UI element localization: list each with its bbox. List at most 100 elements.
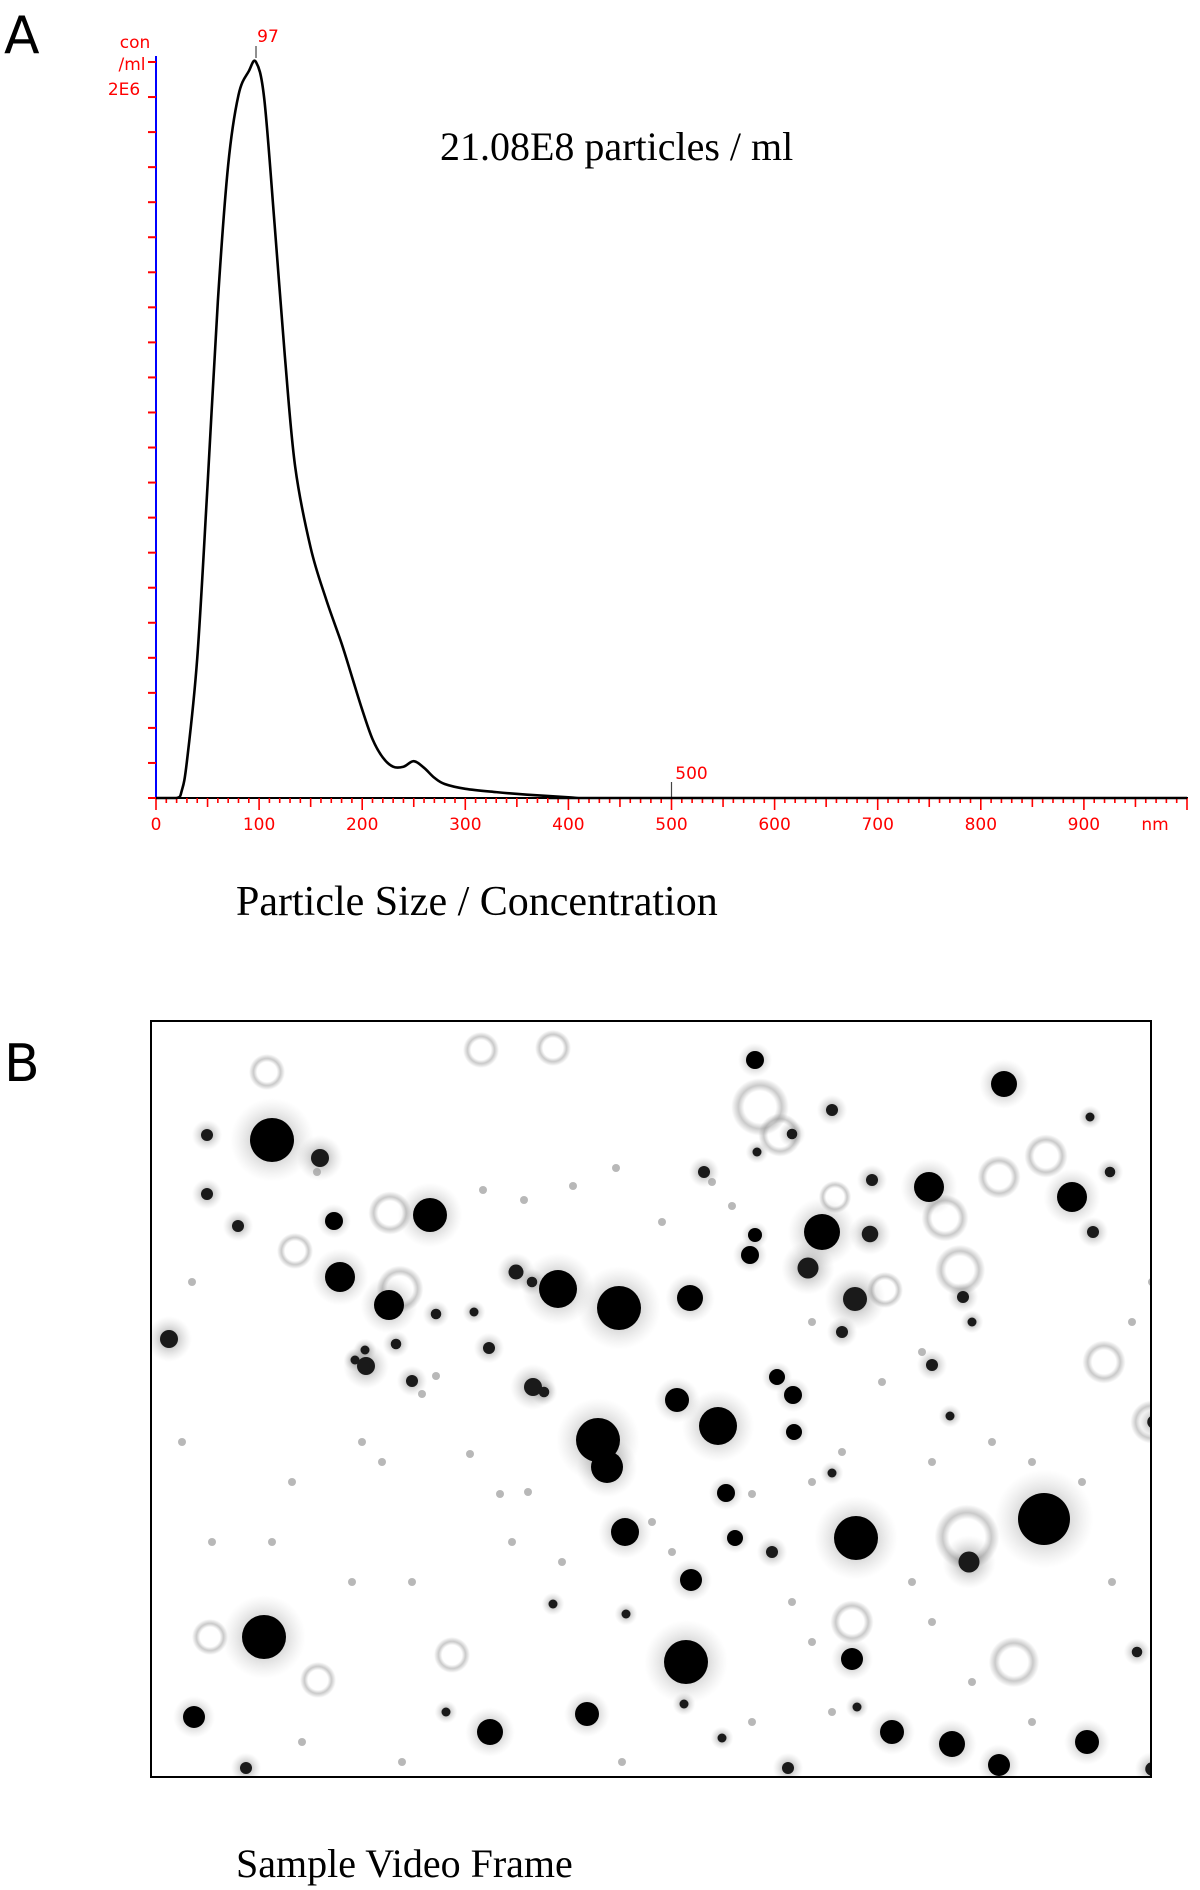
particle — [914, 1172, 944, 1202]
particle-speck — [668, 1548, 676, 1556]
particle-speck — [178, 1438, 186, 1446]
particle — [524, 1378, 542, 1396]
particle — [526, 1276, 538, 1288]
particle — [748, 1228, 762, 1242]
particle — [746, 1051, 764, 1069]
particle-speck — [988, 1438, 996, 1446]
diffraction-ring — [300, 1662, 336, 1698]
particle — [827, 1468, 837, 1478]
diffraction-ring — [277, 1233, 313, 1269]
particle-speck — [748, 1718, 756, 1726]
peak-label: 97 — [257, 27, 279, 47]
particle — [804, 1214, 840, 1250]
particle — [250, 1118, 294, 1162]
particle — [680, 1569, 702, 1591]
particle-speck — [908, 1578, 916, 1586]
particle — [1018, 1493, 1070, 1545]
particle — [957, 1291, 969, 1303]
x-tick-label: 0 — [151, 815, 162, 835]
particle-speck — [268, 1538, 276, 1546]
particle-speck — [1148, 1278, 1150, 1286]
particle-speck — [569, 1182, 577, 1190]
y-axis-label-line: con — [120, 33, 151, 53]
particle-speck — [524, 1488, 532, 1496]
particle-speck — [558, 1558, 566, 1566]
diffraction-ring — [830, 1600, 874, 1644]
particle — [483, 1342, 495, 1354]
particle — [240, 1762, 252, 1774]
particle-speck — [520, 1196, 528, 1204]
particle — [1087, 1226, 1099, 1238]
diffraction-ring — [988, 1636, 1040, 1688]
size-marker-label: 500 — [675, 764, 707, 784]
particle-speck — [612, 1164, 620, 1172]
particle — [575, 1702, 599, 1726]
particle — [441, 1707, 451, 1717]
particle — [538, 1386, 550, 1398]
particle — [413, 1198, 447, 1232]
particle-speck — [432, 1372, 440, 1380]
concentration-series-line — [155, 59, 1187, 800]
particle — [717, 1484, 735, 1502]
particle — [880, 1720, 904, 1744]
particle — [597, 1286, 641, 1330]
particle — [576, 1418, 620, 1462]
particle — [390, 1338, 402, 1350]
particle — [1147, 1416, 1150, 1428]
sample-video-frame — [150, 1020, 1152, 1778]
diffraction-ring — [535, 1030, 571, 1066]
y-axis-label-line: /ml — [118, 55, 145, 75]
particle — [958, 1551, 980, 1573]
particle-speck — [288, 1478, 296, 1486]
particle — [1075, 1730, 1099, 1754]
particle-speck — [508, 1538, 516, 1546]
particle — [841, 1648, 863, 1670]
particle — [311, 1149, 329, 1167]
particle — [539, 1270, 577, 1308]
particle — [406, 1375, 418, 1387]
particle — [679, 1699, 689, 1709]
particle — [242, 1615, 286, 1659]
particle-speck — [928, 1618, 936, 1626]
particle — [201, 1129, 213, 1141]
diffraction-ring — [1024, 1134, 1068, 1178]
particle-speck — [378, 1458, 386, 1466]
particle — [1145, 1762, 1150, 1776]
particle — [752, 1147, 762, 1157]
particle — [991, 1071, 1017, 1097]
particle-speck — [479, 1186, 487, 1194]
x-tick-label: 300 — [449, 815, 481, 835]
particle — [797, 1257, 819, 1279]
particle-speck — [878, 1378, 886, 1386]
x-tick-label: 100 — [243, 815, 275, 835]
particle-size-chart: 0 100 200 300 400 500 600 700 800 900 nm con/ml 2E6 9… — [108, 27, 1188, 835]
particle — [866, 1174, 878, 1186]
x-tick-label: 800 — [965, 815, 997, 835]
particle-speck — [188, 1278, 196, 1286]
particle — [1131, 1646, 1143, 1658]
particle — [611, 1518, 639, 1546]
diffraction-ring — [934, 1244, 986, 1296]
particle-speck — [358, 1438, 366, 1446]
panel-a-letter: A — [4, 6, 40, 66]
particle-speck — [496, 1490, 504, 1498]
chart-caption: Particle Size / Concentration — [236, 879, 718, 925]
particle — [784, 1386, 802, 1404]
particle — [325, 1262, 355, 1292]
x-tick-label: 400 — [552, 815, 584, 835]
particle-speck — [648, 1518, 656, 1526]
particle — [717, 1733, 727, 1743]
particle-speck — [808, 1638, 816, 1646]
particle-speck — [928, 1458, 936, 1466]
particle-speck — [208, 1538, 216, 1546]
particle — [945, 1411, 955, 1421]
particle — [861, 1225, 879, 1243]
particle — [469, 1307, 479, 1317]
x-tick-label: 500 — [655, 815, 687, 835]
particle-speck — [1028, 1718, 1036, 1726]
diffraction-ring — [1082, 1340, 1126, 1384]
particle — [621, 1609, 631, 1619]
particle-speck — [1028, 1458, 1036, 1466]
particle — [786, 1424, 802, 1440]
particle — [325, 1212, 343, 1230]
